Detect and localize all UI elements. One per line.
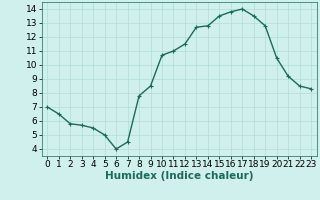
X-axis label: Humidex (Indice chaleur): Humidex (Indice chaleur) [105,171,253,181]
